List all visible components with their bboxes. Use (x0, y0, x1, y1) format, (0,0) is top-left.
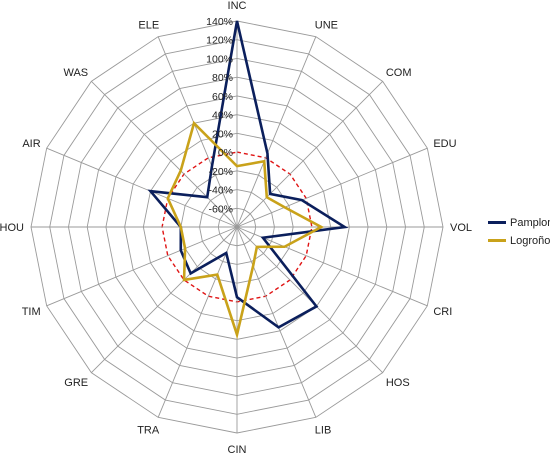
grid-spoke (236, 226, 428, 307)
r-tick-label: 60% (212, 91, 233, 103)
grid-spoke (46, 147, 238, 228)
legend-label-logrono: Logroño (510, 235, 550, 247)
category-label-com: COM (386, 67, 412, 79)
category-label-air: AIR (22, 138, 40, 150)
r-tick-label: 20% (212, 128, 233, 140)
grid-spoke (236, 226, 317, 418)
r-tick-label: 80% (212, 72, 233, 84)
category-label-tim: TIM (22, 306, 41, 318)
series-layer (147, 20, 349, 340)
category-label-inc: INC (228, 0, 247, 12)
category-label-was: WAS (63, 67, 88, 79)
grid-spoke (46, 226, 238, 307)
grid-spoke (157, 226, 238, 418)
r-tick-label: 40% (212, 110, 233, 122)
r-tick-label: -20% (208, 166, 233, 178)
category-label-tra: TRA (137, 424, 160, 436)
category-label-cin: CIN (228, 444, 247, 456)
category-label-vol: VOL (450, 222, 472, 234)
r-tick-label: 100% (206, 53, 233, 65)
grid-spoke (236, 81, 383, 228)
grid-spoke (91, 81, 238, 228)
category-label-lib: LIB (315, 424, 332, 436)
legend-swatch-pamplona (488, 220, 506, 224)
category-label-cri: CRI (433, 306, 452, 318)
r-tick-label: 140% (206, 16, 233, 28)
grid-spoke (91, 226, 238, 373)
legend-item-logrono: Logroño (488, 232, 550, 250)
label-layer: -60% -40% -20% 0% 20% 40% 60% 80% 100% 120% 140% IN… (0, 0, 472, 456)
legend-item-pamplona: Pamplona (488, 214, 550, 232)
category-label-hou: HOU (0, 222, 24, 234)
category-label-hos: HOS (386, 377, 410, 389)
series-logro-o-line (166, 120, 325, 340)
legend-label-pamplona: Pamplona (510, 217, 550, 229)
r-tick-label: 120% (206, 35, 233, 47)
grid-spoke (157, 36, 238, 228)
category-label-edu: EDU (433, 138, 456, 150)
grid-spoke (236, 147, 428, 228)
legend-swatch-logrono (488, 238, 506, 242)
category-label-gre: GRE (64, 377, 88, 389)
grid-spoke (236, 36, 317, 228)
category-label-une: UNE (315, 20, 338, 32)
r-tick-label: -60% (208, 203, 233, 215)
r-tick-label: 0% (218, 147, 233, 159)
chart-legend: Pamplona Logroño (488, 214, 550, 250)
grid-layer (30, 20, 444, 434)
r-tick-label: -40% (208, 185, 233, 197)
category-label-ele: ELE (138, 20, 159, 32)
